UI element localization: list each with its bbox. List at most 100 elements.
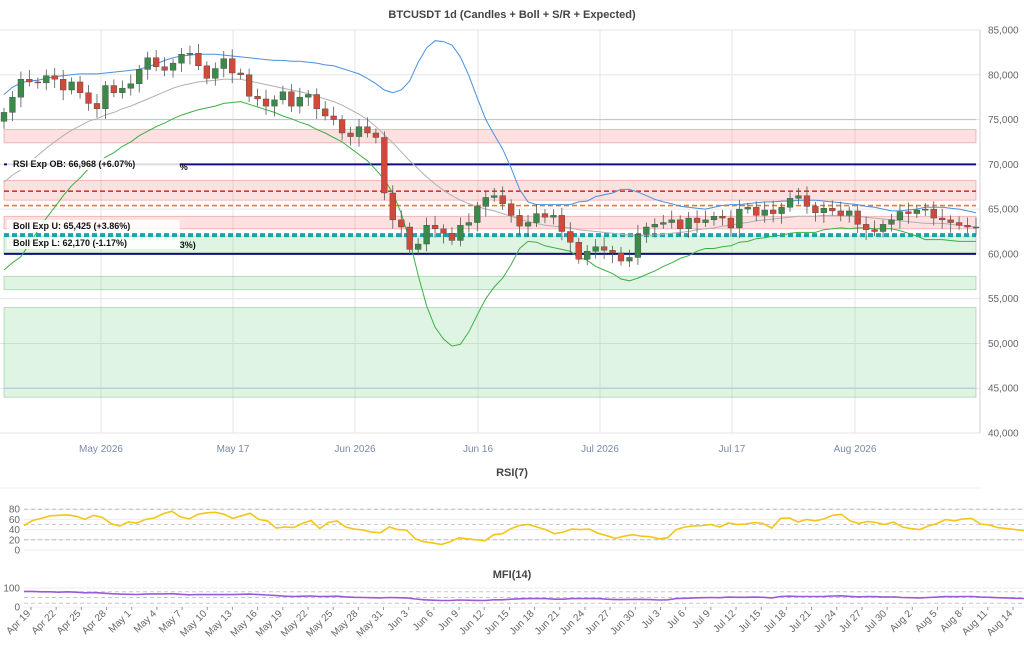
candle-down <box>262 98 270 107</box>
price-tick-label: 85,000 <box>988 26 1019 37</box>
candle-up <box>710 216 718 221</box>
candle-down <box>330 115 337 120</box>
candle-down <box>812 206 819 213</box>
candle-up <box>922 208 929 211</box>
bottom-date-label: Jun 12 <box>457 608 486 637</box>
candle-down <box>905 211 912 214</box>
candle-up <box>0 112 8 122</box>
bottom-date-label: Jul 27 <box>837 608 864 635</box>
candle-up <box>423 225 430 245</box>
candle-up <box>144 57 151 70</box>
candle-down <box>930 208 937 219</box>
bottom-date-label: Apr 22 <box>30 608 59 637</box>
candle-down <box>245 74 253 97</box>
candle-up <box>102 85 109 110</box>
bottom-date-label: May 13 <box>204 608 235 639</box>
bollinger-upper-line <box>3 40 977 214</box>
bottom-date-label: Jun 30 <box>608 608 637 637</box>
candle-up <box>736 208 743 229</box>
candle-up <box>592 246 599 252</box>
price-tick-label: 55,000 <box>988 294 1019 305</box>
candle-up <box>296 96 303 107</box>
candle-up <box>778 207 785 214</box>
candle-down <box>347 132 354 137</box>
candle-up <box>702 219 709 223</box>
candle-up <box>474 206 481 223</box>
resistance-zone <box>3 129 977 144</box>
expected-label-bg <box>7 158 180 170</box>
candle-layer <box>0 43 980 267</box>
candle-up <box>761 209 768 216</box>
candle-down <box>753 207 760 216</box>
bollinger-mid-line <box>3 78 977 236</box>
candle-up <box>465 222 473 226</box>
bottom-date-label: May 10 <box>178 608 209 639</box>
candle-up <box>651 224 658 228</box>
candle-up <box>643 226 650 235</box>
main-title: BTCUSDT 1d (Candles + Boll + S/R + Expec… <box>388 9 636 21</box>
bottom-date-label: Jul 6 <box>665 608 688 631</box>
candle-up <box>355 126 363 137</box>
candle-up <box>888 219 895 225</box>
candle-down <box>507 203 515 216</box>
candle-down <box>972 226 980 229</box>
candle-down <box>837 210 844 216</box>
rsi-tick-label: 80 <box>9 505 21 516</box>
bottom-date-label: Jun 6 <box>411 608 436 633</box>
candle-down <box>558 215 565 232</box>
candle-down <box>313 94 320 110</box>
bottom-date-label: Jul 18 <box>762 608 789 635</box>
price-tick-label: 70,000 <box>988 160 1019 171</box>
expected-label-tail: 3%) <box>180 240 196 250</box>
candle-down <box>389 192 396 221</box>
support-zone <box>3 275 977 291</box>
expected-label-bg <box>7 220 180 232</box>
candle-down <box>955 222 963 226</box>
price-tick-label: 45,000 <box>988 384 1019 395</box>
candle-down <box>440 228 447 234</box>
candle-up <box>127 83 134 89</box>
price-tick-label: 80,000 <box>988 70 1019 81</box>
candle-down <box>575 242 582 260</box>
mfi-tick-label: 100 <box>3 584 20 595</box>
rsi-tick-label: 40 <box>9 525 21 536</box>
bottom-date-label: May 25 <box>304 608 335 639</box>
bottom-date-label: Jun 27 <box>583 608 612 637</box>
candle-down <box>406 226 413 250</box>
candle-down <box>600 246 608 251</box>
candle-up <box>660 222 667 225</box>
candle-up <box>169 62 177 71</box>
bottom-date-label: Jul 9 <box>690 608 713 631</box>
candle-up <box>491 195 498 198</box>
bottom-date-label: Jun 24 <box>558 608 587 637</box>
candle-down <box>727 217 735 229</box>
candle-down <box>381 137 388 194</box>
candle-down <box>609 250 616 254</box>
price-tick-label: 50,000 <box>988 339 1019 350</box>
bollinger-layer <box>3 40 977 347</box>
bottom-date-label: Apr 25 <box>55 608 84 637</box>
bottom-date-label: Jul 15 <box>737 608 764 635</box>
candle-up <box>820 208 827 213</box>
price-tick-label: 60,000 <box>988 249 1019 260</box>
axis-layer: 40,000 45,000 50,000 55,000 60,000 65,000 70,0… <box>79 26 1019 456</box>
bottom-date-label: Jun 15 <box>483 608 512 637</box>
candle-down <box>51 75 58 80</box>
candle-down <box>693 217 701 223</box>
candle-down <box>398 219 405 228</box>
rsi-line <box>23 510 1024 546</box>
zone-layer <box>3 129 977 398</box>
candle-up <box>186 53 194 55</box>
candle-down <box>541 213 549 218</box>
candle-up <box>913 209 920 214</box>
bottom-date-label: Aug 5 <box>913 608 940 635</box>
candle-down <box>617 252 625 262</box>
candle-up <box>136 69 143 84</box>
candle-down <box>60 79 67 91</box>
date-tick-label: Jun 2026 <box>334 444 376 455</box>
candle-up <box>17 79 25 98</box>
date-tick-label: Jul 17 <box>719 444 746 455</box>
candle-down <box>871 229 878 232</box>
